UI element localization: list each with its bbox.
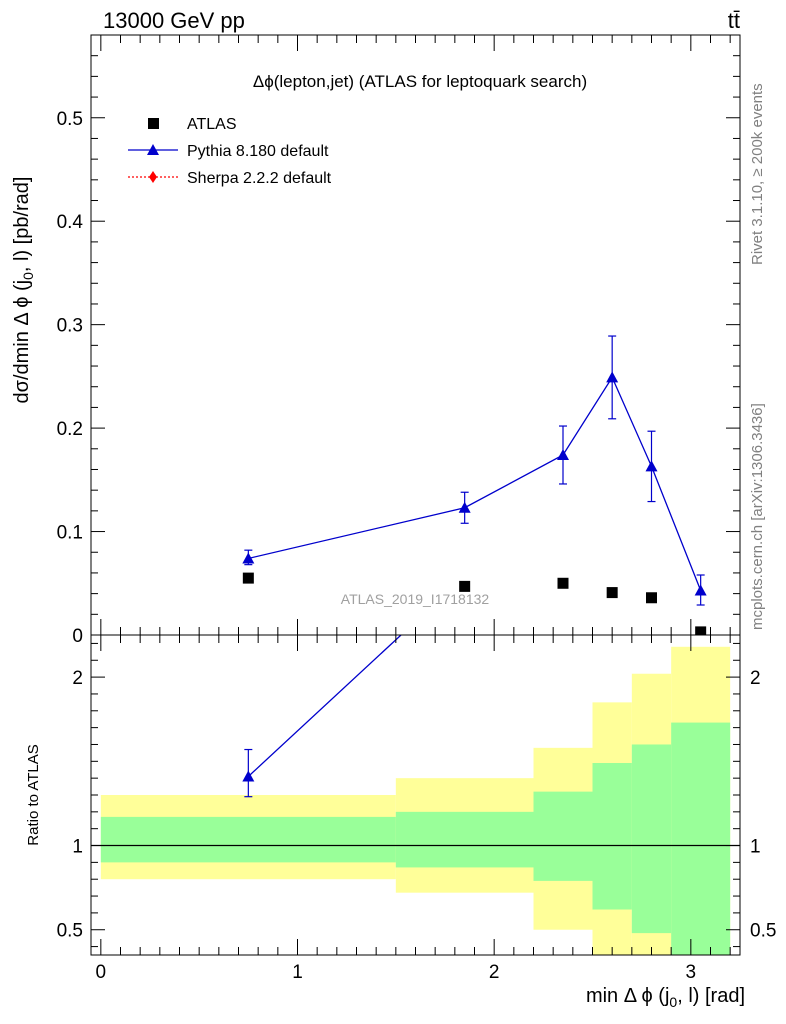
legend-entry-sherpa: Sherpa 2.2.2 default xyxy=(128,170,332,187)
ratio-band-green xyxy=(533,791,593,881)
ratio-y-tick-label-right: 1 xyxy=(750,837,761,858)
ratio-y-tick-label-right: 0.5 xyxy=(750,921,776,942)
ratio-pythia-line xyxy=(247,635,402,777)
ratio-band-green xyxy=(671,722,731,955)
main-y-tick-label: 0.2 xyxy=(57,419,83,440)
legend-entry-atlas: ATLAS xyxy=(148,116,237,133)
header-energy-label: 13000 GeV pp xyxy=(103,8,245,33)
atlas-data-point xyxy=(606,587,618,599)
main-y-tick-label: 0 xyxy=(72,626,83,647)
main-y-tick-label: 0.4 xyxy=(57,212,84,233)
pythia-data-point xyxy=(606,371,619,383)
atlas-data-point xyxy=(646,592,657,604)
legend-sherpa-label: Sherpa 2.2.2 default xyxy=(187,170,332,187)
main-plot-title: Δϕ(lepton,jet) (ATLAS for leptoquark sea… xyxy=(253,72,587,91)
legend-entry-pythia: Pythia 8.180 default xyxy=(128,143,329,160)
ratio-pythia-data-point xyxy=(459,570,471,581)
x-tick-label: 2 xyxy=(489,962,500,983)
ratio-y-tick-label: 2 xyxy=(72,668,83,689)
ratio-y-tick-label: 0.5 xyxy=(57,921,83,942)
main-y-axis-label: dσ/dmin Δ ϕ (j0, l) [pb/rad] xyxy=(11,176,36,403)
ratio-y-tick-label: 1 xyxy=(72,837,83,858)
ratio-pythia-data-point xyxy=(646,250,658,261)
mcplots-credit-label: mcplots.cern.ch [arXiv:1306.3436] xyxy=(749,403,766,630)
legend-atlas-marker xyxy=(148,118,159,129)
main-y-tick-label: 0.5 xyxy=(57,109,83,130)
main-plot-watermark: ATLAS_2019_I1718132 xyxy=(341,591,490,607)
ratio-band-green xyxy=(395,811,534,868)
main-y-tick-label: 0.3 xyxy=(57,316,83,337)
ratio-pythia-data-point xyxy=(242,770,255,782)
ratio-band-green xyxy=(100,816,396,863)
atlas-data-point xyxy=(459,580,471,592)
pythia-line xyxy=(248,376,702,591)
main-y-tick-label: 0.1 xyxy=(57,523,83,544)
ratio-y-axis-label: Ratio to ATLAS xyxy=(25,744,42,845)
pythia-data-point xyxy=(242,552,255,564)
pythia-data-point xyxy=(458,501,471,513)
legend-pythia-marker xyxy=(147,144,159,155)
legend-atlas-label: ATLAS xyxy=(187,116,237,133)
rivet-version-label: Rivet 3.1.10, ≥ 200k events xyxy=(749,83,766,265)
ratio-band-green xyxy=(631,744,672,934)
x-tick-label: 3 xyxy=(686,962,697,983)
atlas-data-point xyxy=(242,572,254,584)
legend-sherpa-marker xyxy=(149,171,157,183)
atlas-data-point xyxy=(695,626,707,635)
atlas-data-point xyxy=(557,577,569,589)
ratio-panel: 0.5 0.5 1 1 2 2 0 1 2 3 Ratio to ATLAS min Δ ϕ (j… xyxy=(25,250,776,1010)
pythia-data-point xyxy=(557,449,569,460)
pythia-data-point xyxy=(694,584,707,596)
x-axis-label: min Δ ϕ (j0, l) [rad] xyxy=(586,985,745,1010)
ratio-band-green xyxy=(592,763,632,910)
x-tick-label: 1 xyxy=(292,962,303,983)
legend-pythia-label: Pythia 8.180 default xyxy=(187,143,329,160)
ratio-y-tick-label-right: 2 xyxy=(750,668,761,689)
legend: ATLAS Pythia 8.180 default Sherpa 2.2.2 … xyxy=(128,116,332,187)
header-process-label: tt̄ xyxy=(728,8,740,33)
pythia-data-point xyxy=(645,460,658,472)
main-panel: 0 0.1 0.2 0.3 0.4 0.5 Δϕ(lepton,jet) (ATLAS f… xyxy=(11,34,741,647)
x-tick-label: 0 xyxy=(96,962,107,983)
